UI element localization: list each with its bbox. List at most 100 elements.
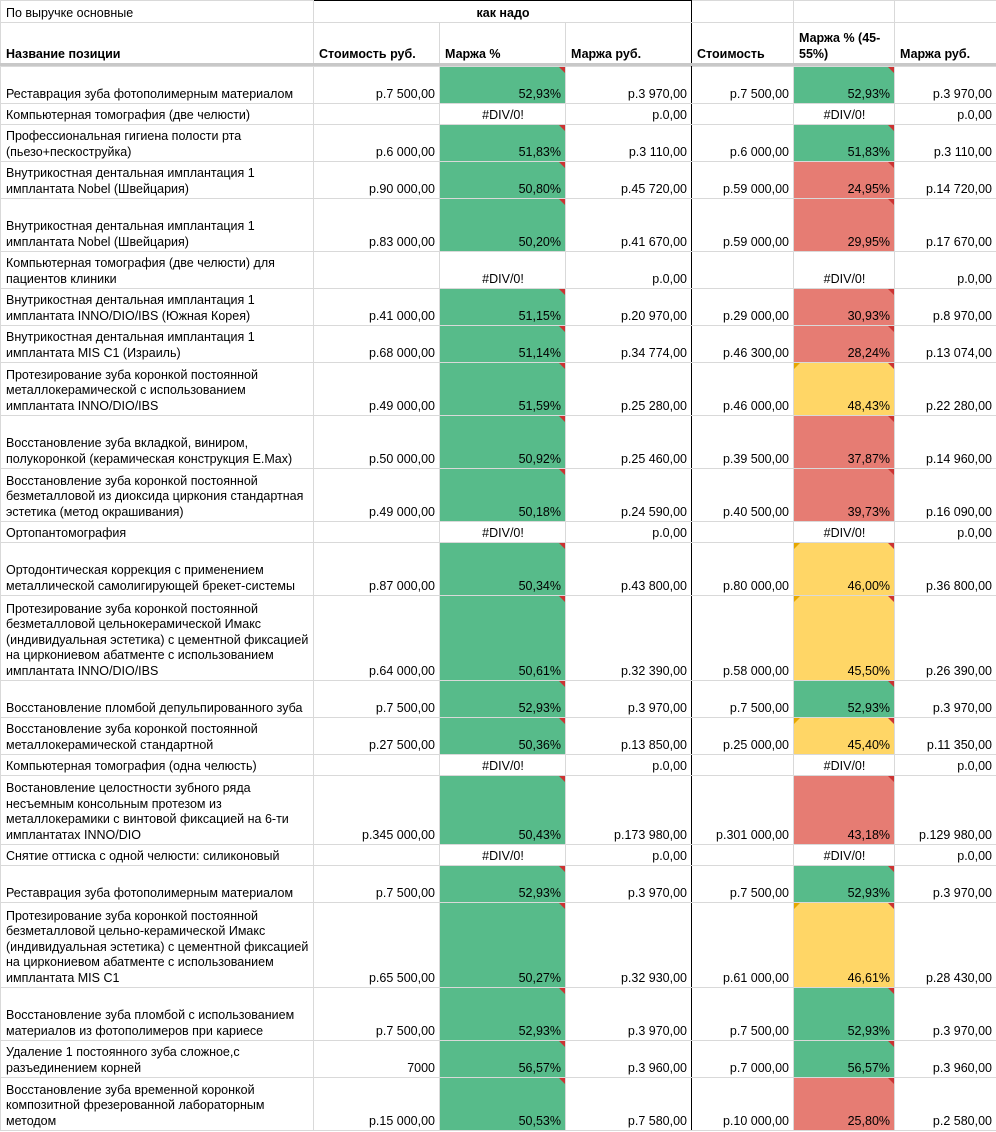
- cell-cost-1[interactable]: р.7 500,00: [313, 865, 440, 903]
- cell-cost-2[interactable]: р.40 500,00: [691, 468, 795, 522]
- cell-margin-pct-1[interactable]: 51,14%: [439, 325, 566, 363]
- cell-cost-2[interactable]: р.7 500,00: [691, 865, 795, 903]
- cell-cost-1[interactable]: р.41 000,00: [313, 288, 440, 326]
- cell-margin-rub-1[interactable]: р.3 110,00: [564, 124, 693, 162]
- cell-position-name[interactable]: Протезирование зуба коронкой постоянной …: [0, 362, 314, 416]
- cell-position-name[interactable]: Протезирование зуба коронкой постоянной …: [0, 902, 314, 988]
- cell-cost-1[interactable]: [313, 754, 440, 776]
- cell-margin-pct-2[interactable]: #DIV/0!: [793, 251, 896, 289]
- cell-position-name[interactable]: Востановление целостности зубного ряда н…: [0, 775, 314, 845]
- cell-margin-rub-1[interactable]: р.32 390,00: [564, 595, 693, 681]
- cell-position-name[interactable]: Ортодонтическая коррекция с применением …: [0, 542, 314, 596]
- cell-cost-1[interactable]: р.49 000,00: [313, 362, 440, 416]
- header-margin-pct-2[interactable]: Маржа % (45-55%): [793, 22, 896, 65]
- cell-margin-pct-1[interactable]: #DIV/0!: [439, 103, 566, 125]
- sheet-title-cell[interactable]: По выручке основные: [0, 0, 314, 23]
- cell-margin-rub-1[interactable]: р.3 970,00: [564, 680, 693, 718]
- cell-cost-1[interactable]: р.7 500,00: [313, 680, 440, 718]
- cell-cost-2[interactable]: р.59 000,00: [691, 198, 795, 252]
- cell-cost-2[interactable]: р.301 000,00: [691, 775, 795, 845]
- cell-margin-pct-2[interactable]: 37,87%: [793, 415, 896, 469]
- cell-margin-pct-2[interactable]: 52,93%: [793, 987, 896, 1041]
- cell-margin-rub-1[interactable]: р.32 930,00: [564, 902, 693, 988]
- cell-margin-rub-2[interactable]: р.3 970,00: [894, 66, 996, 104]
- cell-cost-2[interactable]: р.46 300,00: [691, 325, 795, 363]
- cell-position-name[interactable]: Восстановление зуба вкладкой, виниром, п…: [0, 415, 314, 469]
- cell-margin-pct-2[interactable]: 52,93%: [793, 66, 896, 104]
- cell-margin-rub-2[interactable]: р.0,00: [894, 754, 996, 776]
- cell-margin-rub-2[interactable]: р.14 960,00: [894, 415, 996, 469]
- cell-cost-2[interactable]: р.7 500,00: [691, 987, 795, 1041]
- cell-margin-rub-1[interactable]: р.34 774,00: [564, 325, 693, 363]
- cell-position-name[interactable]: Внутрикостная дентальная имплантация 1 и…: [0, 325, 314, 363]
- cell-margin-rub-2[interactable]: р.8 970,00: [894, 288, 996, 326]
- cell-margin-rub-2[interactable]: р.129 980,00: [894, 775, 996, 845]
- cell-margin-pct-2[interactable]: 46,61%: [793, 902, 896, 988]
- cell-margin-pct-1[interactable]: 51,15%: [439, 288, 566, 326]
- cell-cost-1[interactable]: р.68 000,00: [313, 325, 440, 363]
- cell-margin-rub-1[interactable]: р.41 670,00: [564, 198, 693, 252]
- cell-margin-pct-2[interactable]: 52,93%: [793, 865, 896, 903]
- cell-cost-1[interactable]: р.345 000,00: [313, 775, 440, 845]
- cell-cost-2[interactable]: [691, 754, 795, 776]
- cell-margin-rub-2[interactable]: р.28 430,00: [894, 902, 996, 988]
- cell-position-name[interactable]: Восстановление зуба коронкой постоянной …: [0, 468, 314, 522]
- cell-margin-pct-2[interactable]: #DIV/0!: [793, 103, 896, 125]
- cell-margin-rub-2[interactable]: р.22 280,00: [894, 362, 996, 416]
- cell-margin-pct-1[interactable]: 50,92%: [439, 415, 566, 469]
- cell-margin-rub-1[interactable]: р.20 970,00: [564, 288, 693, 326]
- cell-margin-rub-1[interactable]: р.24 590,00: [564, 468, 693, 522]
- cell-margin-rub-2[interactable]: р.16 090,00: [894, 468, 996, 522]
- cell-cost-2[interactable]: [691, 521, 795, 543]
- cell-margin-rub-2[interactable]: р.0,00: [894, 521, 996, 543]
- cell-cost-1[interactable]: р.64 000,00: [313, 595, 440, 681]
- cell-margin-rub-2[interactable]: р.3 970,00: [894, 987, 996, 1041]
- cell-cost-2[interactable]: р.25 000,00: [691, 717, 795, 755]
- cell-position-name[interactable]: Удаление 1 постоянного зуба сложное,с ра…: [0, 1040, 314, 1078]
- cell-margin-pct-2[interactable]: 56,57%: [793, 1040, 896, 1078]
- cell-cost-1[interactable]: [313, 103, 440, 125]
- cell-margin-pct-1[interactable]: 56,57%: [439, 1040, 566, 1078]
- cell-cost-2[interactable]: р.39 500,00: [691, 415, 795, 469]
- cell-margin-rub-2[interactable]: р.17 670,00: [894, 198, 996, 252]
- cell-margin-pct-1[interactable]: 50,80%: [439, 161, 566, 199]
- cell-position-name[interactable]: Протезирование зуба коронкой постоянной …: [0, 595, 314, 681]
- cell-cost-2[interactable]: р.46 000,00: [691, 362, 795, 416]
- cell-margin-rub-2[interactable]: р.13 074,00: [894, 325, 996, 363]
- header-cost-2[interactable]: Стоимость: [691, 22, 795, 65]
- header-cost-1[interactable]: Стоимость руб.: [313, 22, 440, 65]
- header-margin-pct-1[interactable]: Маржа %: [439, 22, 566, 65]
- cell-margin-pct-1[interactable]: #DIV/0!: [439, 754, 566, 776]
- cell-margin-pct-1[interactable]: 50,27%: [439, 902, 566, 988]
- cell-position-name[interactable]: Внутрикостная дентальная имплантация 1 и…: [0, 198, 314, 252]
- cell-margin-pct-1[interactable]: #DIV/0!: [439, 521, 566, 543]
- cell-margin-rub-1[interactable]: р.0,00: [564, 844, 693, 866]
- header-margin-rub-1[interactable]: Маржа руб.: [564, 22, 693, 65]
- cell-margin-pct-2[interactable]: 25,80%: [793, 1077, 896, 1131]
- cell-margin-rub-1[interactable]: р.0,00: [564, 521, 693, 543]
- cell-margin-pct-2[interactable]: 48,43%: [793, 362, 896, 416]
- cell-margin-rub-1[interactable]: р.45 720,00: [564, 161, 693, 199]
- cell-cost-1[interactable]: р.7 500,00: [313, 66, 440, 104]
- cell-margin-pct-1[interactable]: 50,20%: [439, 198, 566, 252]
- cell-cost-1[interactable]: р.87 000,00: [313, 542, 440, 596]
- group-header-cell[interactable]: как надо: [312, 0, 693, 23]
- cell-margin-rub-2[interactable]: р.26 390,00: [894, 595, 996, 681]
- cell-position-name[interactable]: Восстановление зуба временной коронкой к…: [0, 1077, 314, 1131]
- cell-cost-2[interactable]: р.59 000,00: [691, 161, 795, 199]
- cell-position-name[interactable]: Внутрикостная дентальная имплантация 1 и…: [0, 288, 314, 326]
- cell-margin-rub-1[interactable]: р.0,00: [564, 103, 693, 125]
- cell-margin-rub-2[interactable]: р.0,00: [894, 103, 996, 125]
- cell-cost-2[interactable]: р.7 500,00: [691, 680, 795, 718]
- cell-position-name[interactable]: Внутрикостная дентальная имплантация 1 и…: [0, 161, 314, 199]
- cell-margin-pct-1[interactable]: 52,93%: [439, 680, 566, 718]
- cell-margin-rub-1[interactable]: р.3 970,00: [564, 865, 693, 903]
- cell-position-name[interactable]: Восстановление зуба коронкой постоянной …: [0, 717, 314, 755]
- empty-header-cell[interactable]: [691, 0, 795, 23]
- cell-cost-2[interactable]: [691, 844, 795, 866]
- cell-cost-1[interactable]: р.15 000,00: [313, 1077, 440, 1131]
- cell-margin-pct-2[interactable]: 45,40%: [793, 717, 896, 755]
- cell-cost-1[interactable]: р.83 000,00: [313, 198, 440, 252]
- cell-margin-pct-1[interactable]: 52,93%: [439, 66, 566, 104]
- cell-margin-rub-1[interactable]: р.13 850,00: [564, 717, 693, 755]
